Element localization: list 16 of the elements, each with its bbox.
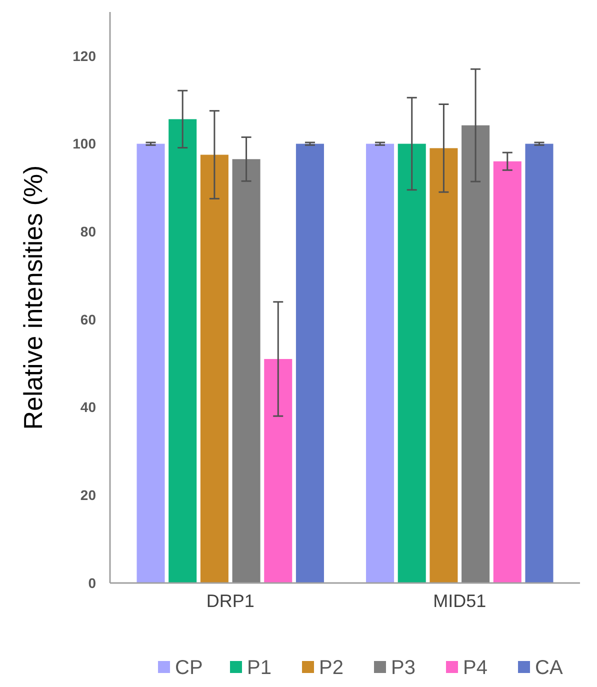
legend-label: CA: [535, 657, 564, 679]
y-axis-title: Relative intensities (%): [18, 165, 48, 430]
x-tick-label: MID51: [433, 591, 486, 611]
y-tick-label: 40: [80, 399, 96, 416]
y-tick-label: 120: [72, 48, 96, 64]
y-tick-label: 20: [80, 487, 96, 504]
y-tick-label: 0: [88, 574, 96, 591]
y-tick-label: 60: [80, 311, 96, 328]
legend-label: P3: [391, 657, 416, 679]
x-tick-label: DRP1: [206, 591, 254, 611]
y-tick-label: 80: [80, 224, 96, 240]
legend-label: P2: [319, 657, 344, 679]
legend-label: P1: [247, 657, 272, 679]
y-tick-label: 100: [72, 136, 96, 152]
legend-label: CP: [175, 657, 203, 679]
legend-label: P4: [463, 657, 488, 679]
